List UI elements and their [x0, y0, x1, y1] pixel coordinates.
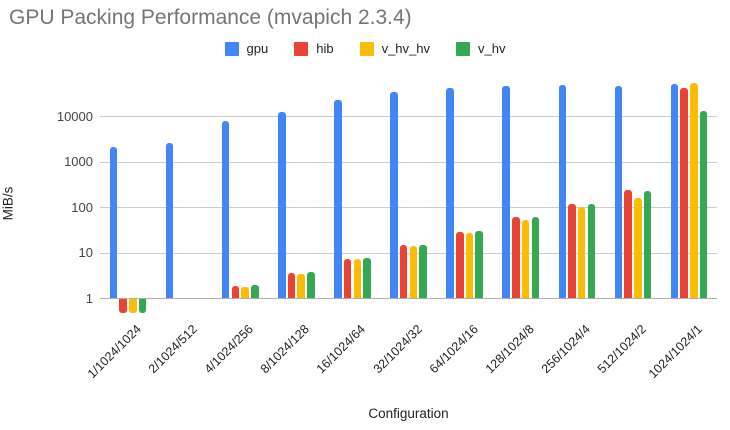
x-tick-label-64/1024/16: 64/1024/16 — [426, 322, 481, 377]
bar-v_hv-1/1024/1024[interactable] — [138, 299, 147, 313]
bar-gpu-2/1024/512[interactable] — [165, 143, 174, 298]
y-axis-title: MiB/s — [0, 186, 16, 221]
bar-v_hv-4/1024/256[interactable] — [251, 285, 259, 298]
bar-v_hv_hv-128/1024/8[interactable] — [521, 220, 530, 298]
legend-item-v_hv[interactable]: v_hv — [456, 41, 505, 56]
gridline-10000 — [100, 116, 717, 118]
legend-label-v_hv_hv: v_hv_hv — [381, 41, 430, 56]
legend-swatch-v_hv_hv — [359, 41, 374, 56]
x-tick-label-32/1024/32: 32/1024/32 — [370, 322, 425, 377]
x-tick-label-128/1024/8: 128/1024/8 — [482, 322, 537, 377]
gridline-1000 — [100, 161, 717, 163]
bar-gpu-1024/1024/1[interactable] — [670, 83, 679, 298]
bar-v_hv_hv-1024/1024/1[interactable] — [690, 82, 698, 298]
bar-v_hv_hv-4/1024/256[interactable] — [241, 287, 249, 298]
bar-gpu-4/1024/256[interactable] — [221, 120, 230, 298]
bar-hib-16/1024/64[interactable] — [343, 258, 352, 298]
bar-hib-64/1024/16[interactable] — [456, 231, 464, 298]
bar-hib-1/1024/1024[interactable] — [119, 299, 127, 313]
legend-label-hib: hib — [316, 41, 334, 56]
bar-hib-1024/1024/1[interactable] — [680, 88, 688, 298]
bar-gpu-16/1024/64[interactable] — [334, 100, 342, 298]
bar-gpu-32/1024/32[interactable] — [390, 92, 398, 298]
bar-v_hv_hv-64/1024/16[interactable] — [465, 233, 474, 298]
x-tick-label-8/1024/128: 8/1024/128 — [258, 322, 313, 377]
bar-v_hv-128/1024/8[interactable] — [531, 217, 539, 298]
y-tick-label-10000: 10000 — [56, 108, 93, 124]
legend-item-v_hv_hv[interactable]: v_hv_hv — [359, 41, 430, 56]
gridline-100 — [100, 207, 717, 209]
x-tick-label-1/1024/1024: 1/1024/1024 — [84, 322, 144, 382]
y-tick-label-10: 10 — [78, 245, 93, 261]
y-tick-label-100: 100 — [71, 199, 93, 215]
bar-v_hv_hv-16/1024/64[interactable] — [353, 258, 361, 298]
x-tick-label-256/1024/4: 256/1024/4 — [538, 322, 593, 377]
gridline-10 — [100, 252, 717, 254]
bar-gpu-8/1024/128[interactable] — [278, 111, 286, 298]
bar-v_hv-8/1024/128[interactable] — [307, 272, 315, 298]
x-tick-label-2/1024/512: 2/1024/512 — [145, 322, 200, 377]
bar-v_hv-1024/1024/1[interactable] — [699, 111, 708, 298]
bar-v_hv-16/1024/64[interactable] — [363, 258, 371, 298]
bar-v_hv_hv-1/1024/1024[interactable] — [129, 299, 137, 313]
legend-item-gpu[interactable]: gpu — [224, 41, 269, 56]
bar-v_hv-32/1024/32[interactable] — [419, 244, 427, 298]
bar-v_hv-512/1024/2[interactable] — [643, 191, 652, 298]
gridline-1 — [100, 298, 717, 299]
bar-gpu-64/1024/16[interactable] — [446, 87, 454, 298]
y-tick-label-1: 1 — [85, 290, 93, 306]
legend: gpu hib v_hv_hv v_hv — [0, 41, 730, 56]
bar-hib-32/1024/32[interactable] — [399, 244, 408, 298]
bar-v_hv-256/1024/4[interactable] — [587, 203, 596, 298]
bar-hib-512/1024/2[interactable] — [624, 190, 632, 298]
bar-hib-8/1024/128[interactable] — [287, 272, 296, 298]
legend-swatch-gpu — [224, 41, 239, 56]
y-tick-label-1000: 1000 — [64, 154, 93, 170]
bar-gpu-1/1024/1024[interactable] — [109, 147, 118, 298]
x-axis-title: Configuration — [368, 406, 449, 421]
bar-gpu-256/1024/4[interactable] — [558, 85, 566, 298]
x-tick-label-4/1024/256: 4/1024/256 — [201, 322, 257, 377]
legend-label-gpu: gpu — [246, 41, 269, 56]
x-tick-label-16/1024/64: 16/1024/64 — [314, 322, 369, 377]
bar-v_hv_hv-512/1024/2[interactable] — [634, 197, 642, 298]
bar-hib-4/1024/256[interactable] — [231, 286, 240, 298]
legend-item-hib[interactable]: hib — [294, 41, 334, 56]
bar-v_hv_hv-256/1024/4[interactable] — [577, 207, 586, 298]
legend-swatch-hib — [294, 41, 309, 56]
chart-title: GPU Packing Performance (mvapich 2.3.4) — [9, 6, 412, 29]
bar-v_hv_hv-32/1024/32[interactable] — [409, 246, 418, 298]
bar-gpu-512/1024/2[interactable] — [614, 86, 623, 298]
legend-swatch-v_hv — [456, 41, 470, 56]
legend-label-v_hv: v_hv — [478, 41, 506, 56]
x-tick-label-512/1024/2: 512/1024/2 — [594, 322, 649, 377]
bar-hib-128/1024/8[interactable] — [512, 217, 520, 298]
bar-v_hv-64/1024/16[interactable] — [475, 230, 483, 298]
bar-v_hv_hv-8/1024/128[interactable] — [297, 273, 305, 298]
x-tick-label-1024/1024/1: 1024/1024/1 — [645, 322, 705, 382]
bar-gpu-128/1024/8[interactable] — [502, 86, 510, 298]
bar-hib-256/1024/4[interactable] — [568, 203, 576, 298]
